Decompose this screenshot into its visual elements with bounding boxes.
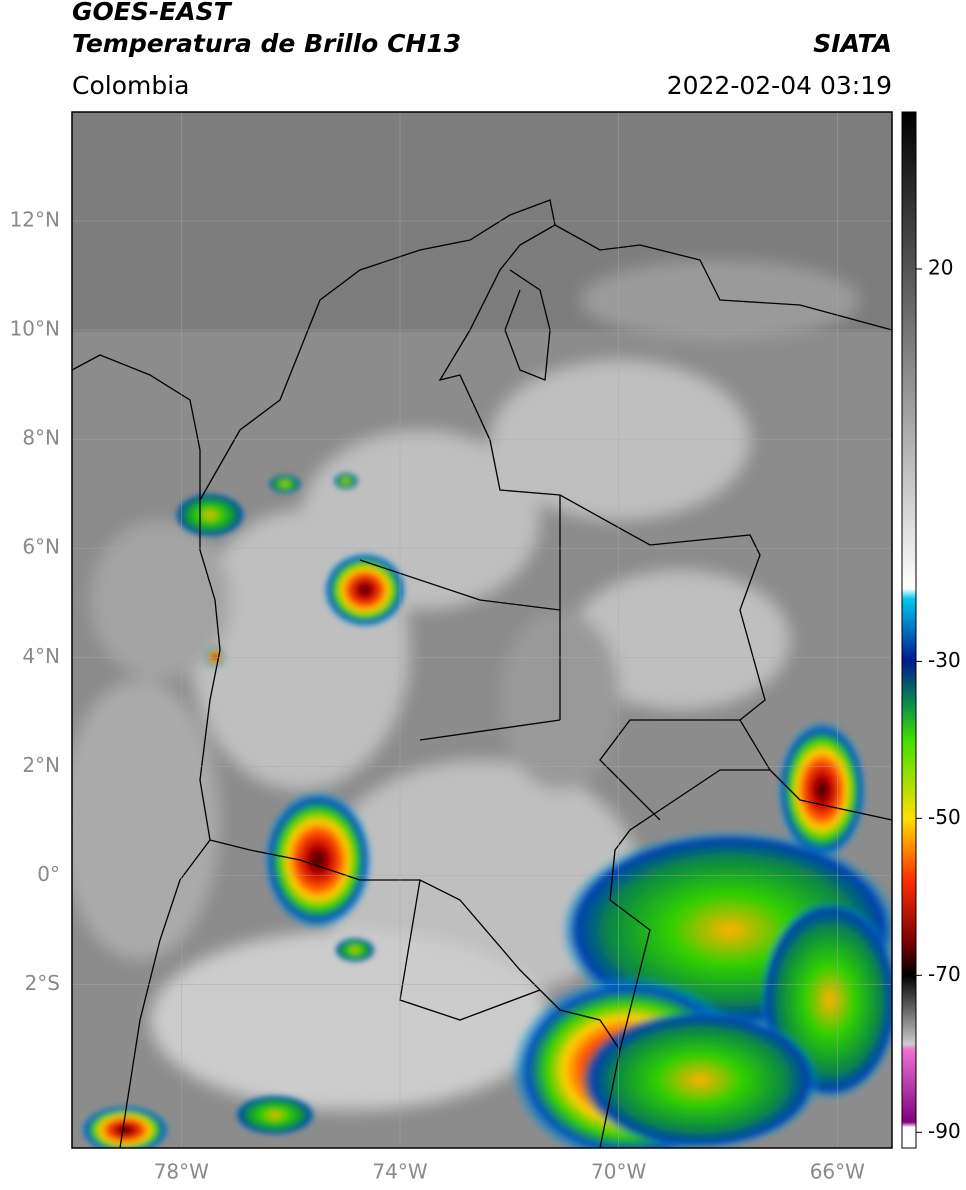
y-tick-label: 0°	[37, 862, 60, 886]
title: GOES-EAST	[72, 0, 233, 26]
source: SIATA	[813, 29, 892, 58]
y-tick-label: 10°N	[10, 317, 60, 341]
y-tick-label: 6°N	[22, 535, 60, 559]
x-tick-label: 74°W	[372, 1160, 427, 1184]
colorbar-tick-label: -30	[928, 648, 961, 672]
colorbar-tick-label: -50	[928, 805, 961, 829]
x-tick-label: 78°W	[154, 1160, 209, 1184]
y-tick-label: 2°N	[22, 753, 60, 777]
colorbar	[901, 111, 917, 1149]
region: Colombia	[72, 71, 189, 100]
timestamp: 2022-02-04 03:19	[667, 71, 892, 100]
map-frame	[71, 111, 893, 1149]
y-tick-label: 2°S	[25, 971, 60, 995]
x-tick-label: 70°W	[591, 1160, 646, 1184]
y-tick-label: 4°N	[22, 644, 60, 668]
subtitle: Temperatura de Brillo CH13	[72, 29, 461, 58]
satellite-image	[72, 112, 892, 1148]
colorbar-tick-label: 20	[928, 255, 953, 279]
x-tick-label: 66°W	[810, 1160, 865, 1184]
colorbar-tick-label: -90	[928, 1119, 961, 1143]
colorbar-tick-label: -70	[928, 962, 961, 986]
y-tick-label: 8°N	[22, 426, 60, 450]
y-tick-label: 12°N	[10, 208, 60, 232]
